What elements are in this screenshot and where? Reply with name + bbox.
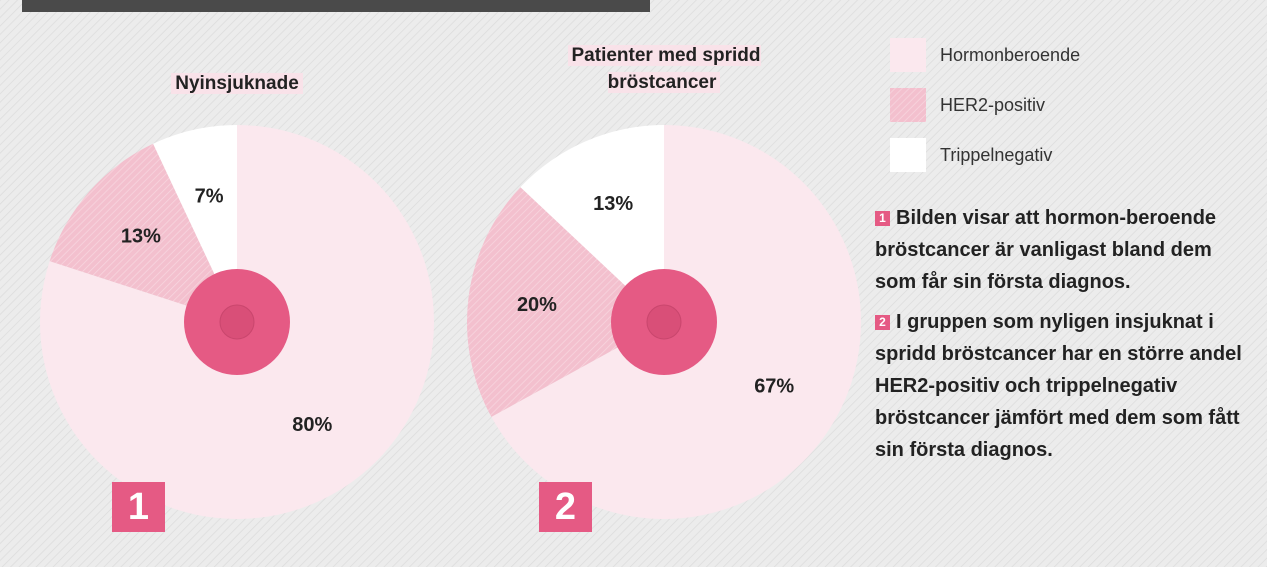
- pie-slice: [153, 125, 237, 322]
- note: 1 Bilden visar att hormon-beroende bröstc…: [875, 202, 1255, 298]
- legend-label: HER2-positiv: [940, 95, 1045, 115]
- data-label: 20%: [517, 294, 557, 316]
- chart-title: Patienter med spridd bröstcancer: [534, 42, 794, 96]
- slice-hatch: [49, 143, 238, 322]
- center-dot: [219, 304, 255, 340]
- notes: 1 Bilden visar att hormon-beroende bröstc…: [875, 202, 1255, 474]
- data-label: 80%: [292, 414, 332, 436]
- legend-label: Trippelnegativ: [940, 145, 1052, 165]
- note-text: Bilden visar att hormon-beroende bröstca…: [875, 207, 1217, 293]
- legend-swatch-hatch: [890, 88, 926, 122]
- slice-hatch: [466, 187, 664, 417]
- data-label: 13%: [121, 226, 161, 248]
- chart-title: Nyinsjuknade: [107, 70, 367, 97]
- legend-label: Hormonberoende: [940, 45, 1080, 65]
- badge: [112, 482, 165, 532]
- pie-slice: [520, 125, 664, 322]
- badge: [539, 482, 592, 532]
- data-label: 7%: [195, 185, 224, 207]
- pie-slice: [39, 125, 434, 519]
- legend-swatch: [890, 138, 926, 172]
- data-label: 67%: [754, 375, 794, 397]
- legend-swatch: [890, 38, 926, 72]
- badge-number: 2: [555, 486, 576, 528]
- data-label: 13%: [593, 193, 633, 215]
- center-dot: [646, 304, 682, 340]
- top-bar: [22, 0, 650, 12]
- note-text: I gruppen som nyligen insjuknat i spridd…: [875, 311, 1242, 461]
- note-marker: 2: [875, 315, 890, 330]
- note-marker: 1: [875, 211, 890, 226]
- badge-number: 1: [128, 486, 149, 528]
